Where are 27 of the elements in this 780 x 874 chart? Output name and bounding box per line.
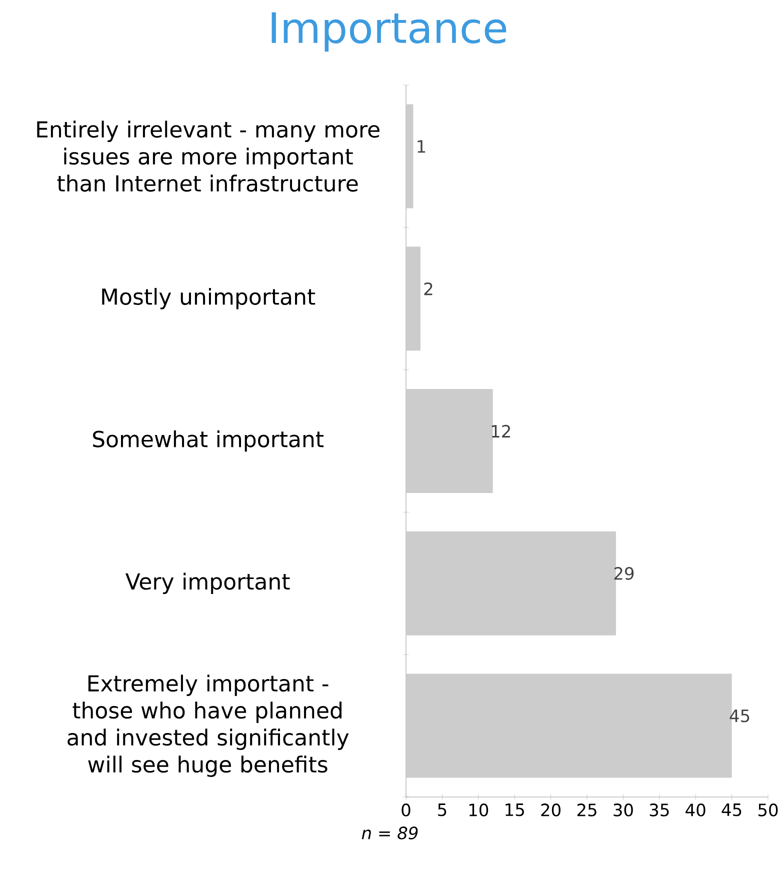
x-tick-label: 30 bbox=[614, 804, 633, 816]
y-tick-label: Entirely irrelevant - many more issues are more important than Internet infrastructure bbox=[37, 120, 380, 192]
y-tick-label: Mostly unimportant bbox=[102, 288, 316, 310]
y-tick-label: Extremely important - those who have planned and invested significantly will see huge benefits bbox=[68, 674, 349, 777]
text: n = 89 bbox=[362, 826, 418, 840]
bar bbox=[406, 389, 493, 493]
x-tick-label: 15 bbox=[506, 804, 524, 816]
x-tick-label: 40 bbox=[686, 804, 706, 816]
bar bbox=[406, 246, 420, 351]
x-tick-label: 45 bbox=[722, 804, 742, 816]
x-tick-label: 50 bbox=[758, 804, 778, 816]
x-tick-label: 25 bbox=[577, 804, 596, 816]
x-tick-label: 5 bbox=[438, 804, 446, 816]
chart-title: Importance bbox=[272, 12, 506, 52]
data-label: 1 bbox=[418, 140, 426, 153]
data-label: 29 bbox=[614, 567, 634, 580]
data-label: 45 bbox=[730, 710, 750, 722]
y-tick-label: Very important bbox=[125, 572, 290, 594]
bar bbox=[406, 104, 414, 208]
x-tick-label: 35 bbox=[650, 804, 669, 816]
data-label: 12 bbox=[492, 424, 510, 438]
x-tick-label: 10 bbox=[469, 804, 488, 816]
data-label: 2 bbox=[424, 282, 432, 296]
bar bbox=[406, 531, 616, 636]
x-tick-label: 0 bbox=[402, 804, 410, 816]
y-tick-label: Somewhat important bbox=[93, 430, 324, 452]
x-tick-label: 20 bbox=[541, 804, 560, 816]
